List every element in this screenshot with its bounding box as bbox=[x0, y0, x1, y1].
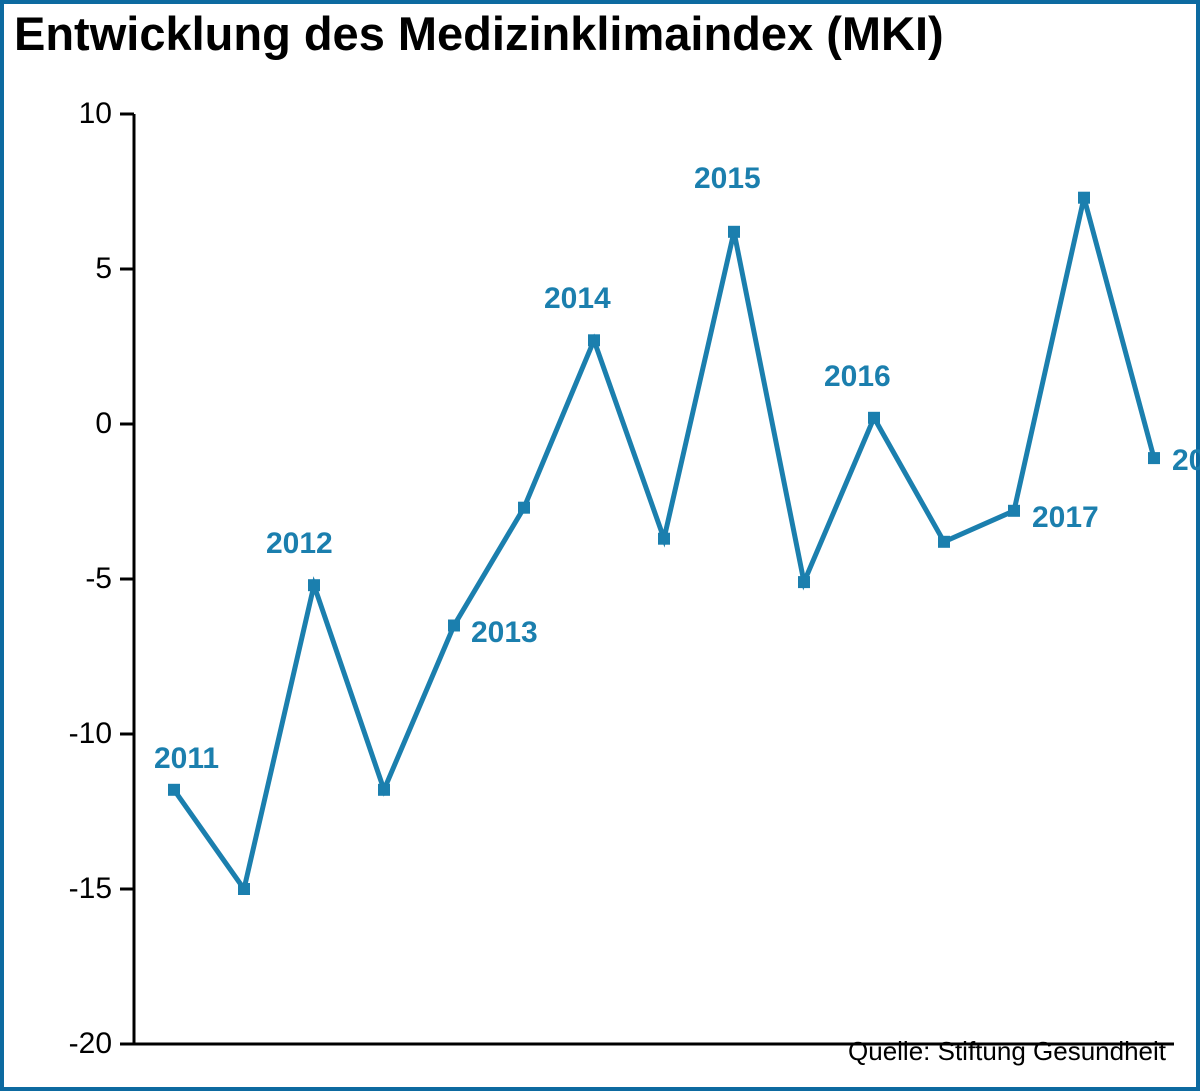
year-label: 2011 bbox=[154, 742, 219, 776]
year-label: 2016 bbox=[824, 360, 891, 394]
y-tick-label: -20 bbox=[69, 1027, 112, 1061]
y-tick-label: -5 bbox=[85, 562, 112, 596]
year-label: 2018 bbox=[1172, 444, 1200, 478]
year-label: 2014 bbox=[544, 282, 611, 316]
year-label: 2012 bbox=[266, 527, 333, 561]
y-tick-label: 5 bbox=[95, 252, 112, 286]
y-tick-label: -10 bbox=[69, 717, 112, 751]
chart-plot bbox=[134, 114, 1174, 1044]
year-label: 2017 bbox=[1032, 501, 1099, 535]
year-label: 2013 bbox=[471, 616, 538, 650]
y-tick-label: 10 bbox=[79, 97, 112, 131]
y-tick-label: -15 bbox=[69, 872, 112, 906]
chart-frame: Entwicklung des Medizinklimaindex (MKI) … bbox=[0, 0, 1200, 1091]
year-label: 2015 bbox=[694, 162, 761, 196]
chart-source: Quelle: Stiftung Gesundheit bbox=[848, 1036, 1166, 1067]
y-tick-label: 0 bbox=[95, 407, 112, 441]
chart-title: Entwicklung des Medizinklimaindex (MKI) bbox=[14, 6, 944, 61]
